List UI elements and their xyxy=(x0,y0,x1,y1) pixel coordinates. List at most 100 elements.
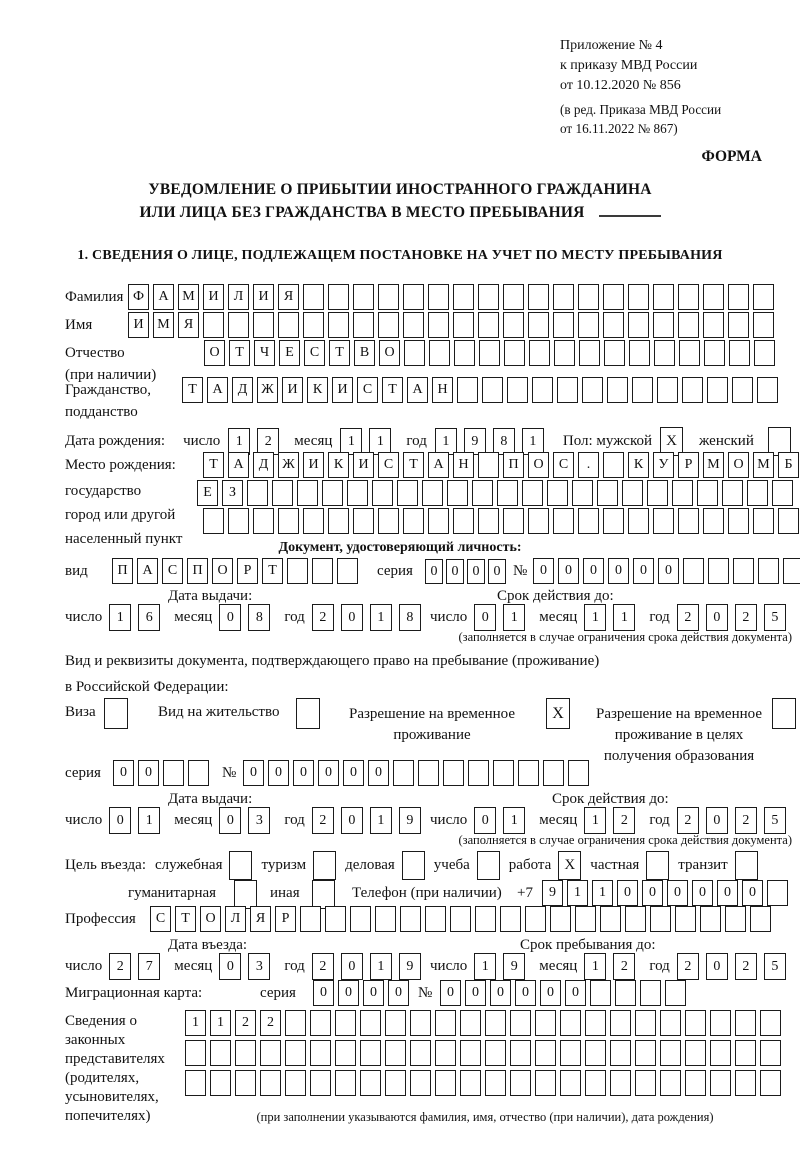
char-box[interactable]: 2 xyxy=(311,604,334,631)
char-box[interactable] xyxy=(235,1040,256,1066)
char-box[interactable] xyxy=(428,508,449,534)
char-box[interactable]: П xyxy=(503,452,524,478)
char-box[interactable] xyxy=(185,1070,206,1096)
char-box[interactable] xyxy=(428,312,449,338)
char-box[interactable] xyxy=(697,480,718,506)
char-box[interactable] xyxy=(760,1010,781,1036)
char-box[interactable] xyxy=(435,1010,456,1036)
char-box[interactable] xyxy=(313,851,337,880)
char-box[interactable]: 0 xyxy=(467,559,485,584)
char-box[interactable] xyxy=(635,1040,656,1066)
char-box[interactable] xyxy=(404,340,425,366)
char-box[interactable] xyxy=(585,1070,606,1096)
char-box[interactable] xyxy=(553,312,574,338)
char-box[interactable] xyxy=(497,480,518,506)
char-box[interactable] xyxy=(425,906,446,932)
char-box[interactable] xyxy=(303,312,324,338)
char-box[interactable] xyxy=(700,906,721,932)
char-box[interactable] xyxy=(507,377,528,403)
char-box[interactable]: 0 xyxy=(446,559,464,584)
char-box[interactable] xyxy=(410,1010,431,1036)
purpose-private-checkbox[interactable] xyxy=(646,851,670,880)
char-box[interactable]: 1 xyxy=(567,880,588,906)
char-box[interactable] xyxy=(378,508,399,534)
char-box[interactable] xyxy=(603,284,624,310)
char-box[interactable] xyxy=(297,480,318,506)
char-box[interactable] xyxy=(628,284,649,310)
char-box[interactable]: 0 xyxy=(138,760,159,786)
char-box[interactable]: Т xyxy=(182,377,203,403)
char-box[interactable]: 9 xyxy=(503,953,526,980)
char-box[interactable]: 2 xyxy=(676,807,699,834)
char-box[interactable]: К xyxy=(628,452,649,478)
char-box[interactable] xyxy=(635,1070,656,1096)
char-box[interactable] xyxy=(532,377,553,403)
char-box[interactable] xyxy=(678,312,699,338)
char-box[interactable] xyxy=(510,1040,531,1066)
char-box[interactable]: Т xyxy=(382,377,403,403)
char-box[interactable]: С xyxy=(162,558,183,584)
char-box[interactable]: 6 xyxy=(138,604,161,631)
char-box[interactable] xyxy=(460,1010,481,1036)
char-box[interactable]: 0 xyxy=(113,760,134,786)
char-box[interactable] xyxy=(335,1040,356,1066)
char-box[interactable]: 2 xyxy=(734,953,757,980)
char-box[interactable] xyxy=(635,1010,656,1036)
char-box[interactable] xyxy=(397,480,418,506)
char-box[interactable] xyxy=(728,284,749,310)
char-box[interactable]: 0 xyxy=(717,880,738,906)
char-box[interactable]: Л xyxy=(225,906,246,932)
char-box[interactable]: 0 xyxy=(705,953,728,980)
char-box[interactable] xyxy=(188,760,209,786)
char-box[interactable]: 0 xyxy=(488,559,506,584)
char-box[interactable]: 1 xyxy=(503,807,526,834)
char-box[interactable]: 0 xyxy=(515,980,536,1006)
char-box[interactable] xyxy=(429,340,450,366)
char-box[interactable]: 2 xyxy=(676,604,699,631)
char-box[interactable] xyxy=(278,312,299,338)
char-box[interactable]: 0 xyxy=(633,558,654,584)
char-box[interactable]: П xyxy=(187,558,208,584)
char-box[interactable] xyxy=(360,1070,381,1096)
char-box[interactable]: А xyxy=(207,377,228,403)
char-box[interactable] xyxy=(478,284,499,310)
char-box[interactable]: Т xyxy=(403,452,424,478)
char-box[interactable]: 0 xyxy=(705,604,728,631)
char-box[interactable] xyxy=(435,1040,456,1066)
char-box[interactable] xyxy=(753,312,774,338)
char-box[interactable] xyxy=(335,1070,356,1096)
char-box[interactable]: Б xyxy=(778,452,799,478)
char-box[interactable]: Д xyxy=(253,452,274,478)
char-box[interactable] xyxy=(476,851,500,880)
char-box[interactable]: 1 xyxy=(613,604,636,631)
char-box[interactable]: 0 xyxy=(243,760,264,786)
char-box[interactable]: 0 xyxy=(340,953,363,980)
char-box[interactable]: И xyxy=(332,377,353,403)
char-box[interactable]: 1 xyxy=(503,604,526,631)
char-box[interactable] xyxy=(585,1040,606,1066)
char-box[interactable] xyxy=(422,480,443,506)
char-box[interactable] xyxy=(285,1040,306,1066)
char-box[interactable]: Т xyxy=(175,906,196,932)
char-box[interactable]: О xyxy=(728,452,749,478)
purpose-official-checkbox[interactable] xyxy=(229,851,253,880)
char-box[interactable]: 1 xyxy=(584,953,607,980)
char-box[interactable] xyxy=(457,377,478,403)
char-box[interactable]: 0 xyxy=(109,807,132,834)
char-box[interactable] xyxy=(325,906,346,932)
char-box[interactable]: 0 xyxy=(608,558,629,584)
char-box[interactable]: 1 xyxy=(138,807,161,834)
char-box[interactable]: 0 xyxy=(474,604,497,631)
char-box[interactable] xyxy=(578,508,599,534)
char-box[interactable] xyxy=(360,1010,381,1036)
char-box[interactable] xyxy=(479,340,500,366)
